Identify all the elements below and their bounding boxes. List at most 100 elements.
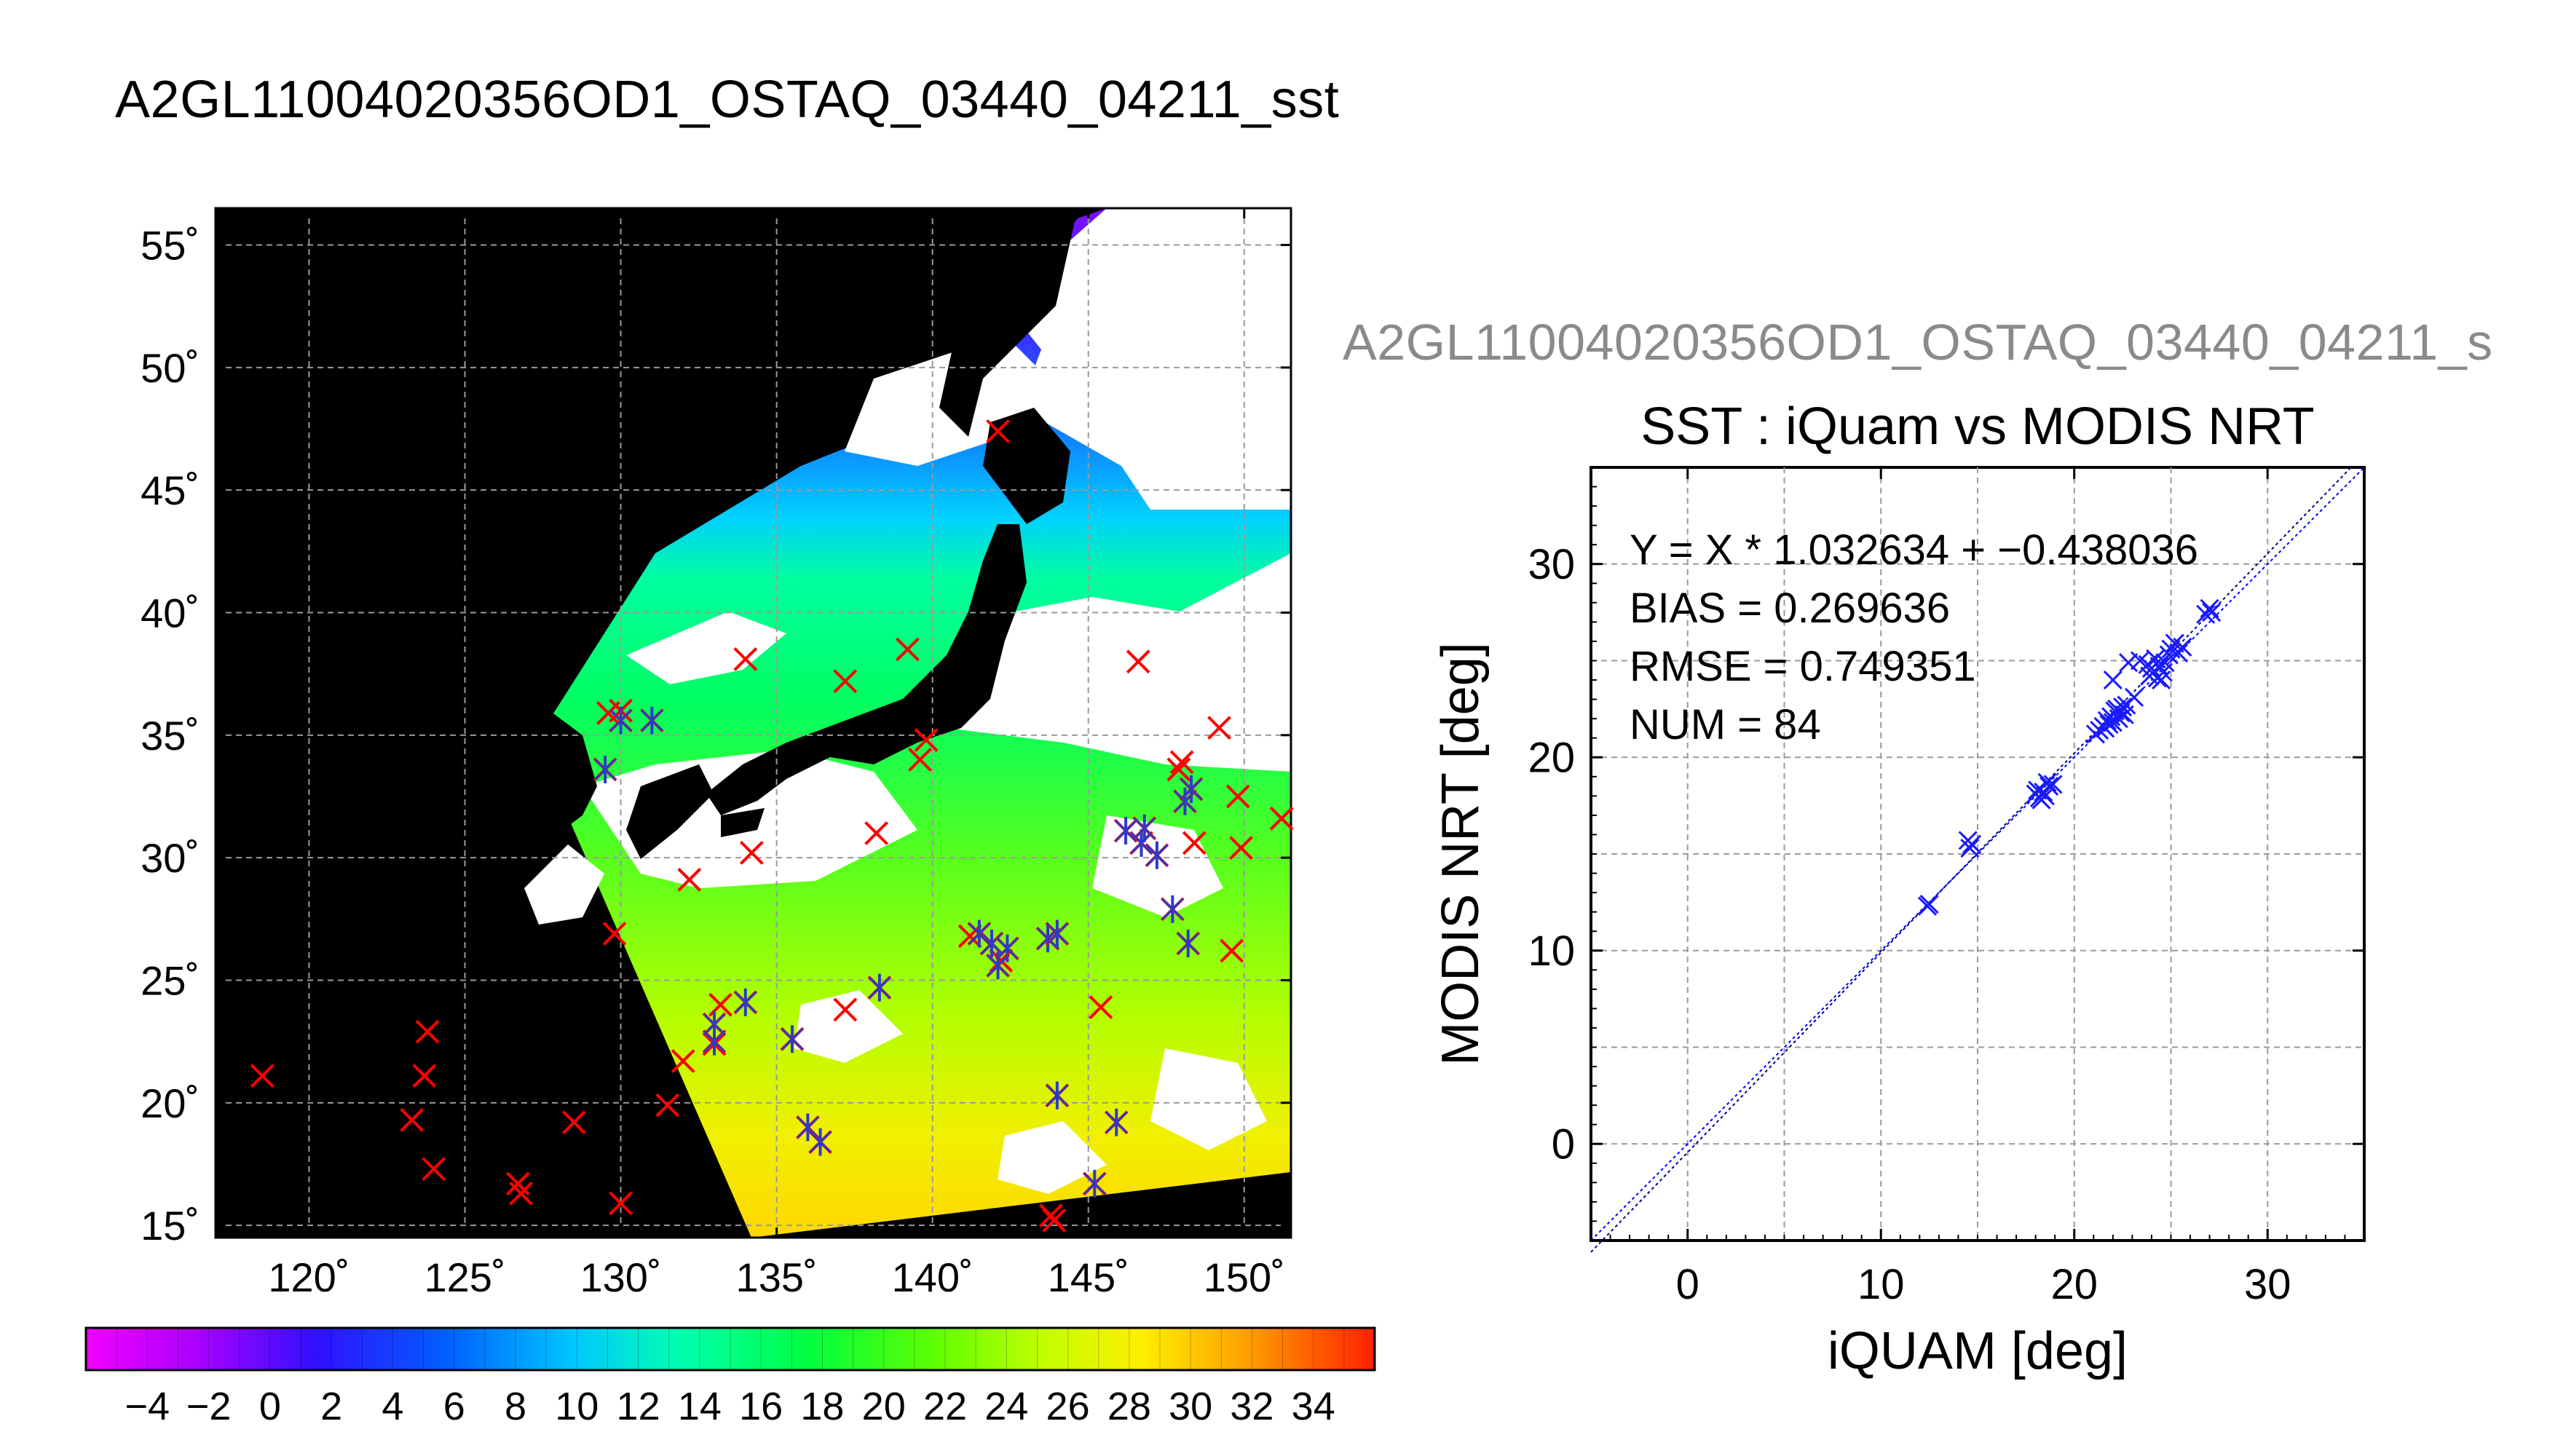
- scatter-annotation: BIAS = 0.269636: [1630, 585, 1950, 632]
- scatter-grid: [1591, 467, 2364, 1241]
- buoy-marker-stroke: [833, 669, 858, 694]
- colorbar-tick-label: 14: [678, 1385, 722, 1428]
- map-y-tick-label: 45˚: [141, 467, 200, 513]
- colorbar-tick-label: 8: [505, 1385, 526, 1428]
- scatter-point-stroke: [2200, 598, 2219, 618]
- colorbar-ramp: [84, 1326, 1376, 1372]
- scatter-annotation: RMSE = 0.749351: [1630, 643, 1976, 690]
- buoy-marker: [1229, 836, 1253, 860]
- scatter-point: [2031, 790, 2051, 810]
- buoy-marker: [412, 1064, 437, 1088]
- matchup-marker: [702, 1027, 727, 1056]
- scatter-y-tick-label: 10: [1528, 927, 1575, 975]
- buoy-marker: [733, 647, 758, 671]
- matchup-marker: [1145, 841, 1169, 869]
- colorbar-tick-label: 22: [923, 1385, 967, 1428]
- map-x-tick-label: 150˚: [1204, 1254, 1285, 1300]
- matchup-marker-stroke: [968, 922, 990, 945]
- scatter-point: [2107, 699, 2127, 719]
- buoy-marker-stroke: [250, 1064, 275, 1088]
- scatter-point-stroke: [2109, 709, 2128, 729]
- buoy-marker: [602, 922, 627, 946]
- buoy-marker: [415, 1019, 440, 1044]
- matchup-marker-stroke: [609, 709, 632, 732]
- buoy-marker-stroke: [609, 1191, 633, 1216]
- buoy-marker-stroke: [1166, 757, 1191, 782]
- matchup-marker: [1173, 787, 1197, 815]
- buoy-marker-stroke: [400, 1107, 424, 1132]
- matchup-marker: [986, 951, 1010, 980]
- scatter-point: [1958, 831, 1978, 850]
- scatter-point-stroke: [2103, 670, 2122, 690]
- matchup-marker-stroke: [1174, 790, 1196, 812]
- buoy-marker: [833, 669, 858, 694]
- scatter-point: [2140, 666, 2160, 686]
- buoy-marker-stroke: [602, 922, 627, 946]
- scatter-point: [2173, 637, 2192, 657]
- buoy-marker: [400, 1107, 424, 1132]
- buoy-marker-stroke: [412, 1064, 437, 1088]
- matchup-marker-stroke: [1161, 898, 1184, 920]
- matchup-marker: [780, 1025, 805, 1053]
- scatter-y-tick-label: 0: [1552, 1120, 1575, 1168]
- matchup-marker: [1160, 895, 1185, 923]
- matchup-marker-stroke: [1105, 1111, 1128, 1133]
- scatter-point-stroke: [2147, 668, 2167, 688]
- scatter-x-tick-label: 0: [1676, 1261, 1699, 1308]
- scatter-point: [1919, 894, 1939, 914]
- matchup-marker-stroke: [641, 709, 663, 732]
- buoy-marker: [1089, 995, 1113, 1019]
- colorbar-tick-label: 10: [555, 1385, 599, 1428]
- buoy-marker: [1182, 831, 1207, 855]
- buoy-marker: [896, 637, 920, 662]
- buoy-marker: [609, 1191, 633, 1216]
- buoy-marker-stroke: [896, 637, 920, 662]
- buoy-marker-stroke: [655, 1093, 680, 1117]
- buoy-marker-stroke: [957, 924, 982, 949]
- matchup-marker: [1176, 930, 1201, 957]
- scatter-point-stroke: [2101, 707, 2121, 727]
- matchup-marker: [867, 973, 892, 1002]
- colorbar-tick-label: 30: [1169, 1385, 1212, 1428]
- matchup-marker: [702, 1010, 727, 1039]
- map-frame: [214, 207, 1292, 1239]
- colorbar: −4 −2 0 2 4 6 8 10 12 14 16 18 20 22 24 26 28 30 32 34: [84, 1326, 1376, 1428]
- scatter-ticks: 0 10 20 30 0 10 20 30: [1528, 467, 2365, 1308]
- buoy-marker: [1269, 806, 1294, 831]
- buoy-marker-stroke: [1089, 995, 1113, 1019]
- scatter-point-stroke: [2173, 637, 2192, 657]
- identity-line: [1590, 467, 2365, 1241]
- matchup-marker-stroke: [1177, 932, 1199, 955]
- colorbar-tick-label: 24: [984, 1385, 1028, 1428]
- scatter-y-axis-label: MODIS NRT [deg]: [1431, 642, 1490, 1066]
- matchup-marker: [639, 706, 664, 735]
- scatter-regression-lines: [1590, 467, 2365, 1253]
- scatter-point-stroke: [2031, 790, 2051, 810]
- buoy-marker: [1126, 649, 1150, 674]
- scatter-point-stroke: [2140, 666, 2160, 686]
- scatter-point-stroke: [2130, 651, 2150, 670]
- map-x-tick-label: 130˚: [580, 1254, 662, 1300]
- map-latitude-ticks: 15˚ 20˚ 25˚ 30˚ 35˚ 40˚ 45˚ 50˚ 55˚: [141, 223, 1291, 1249]
- scatter-point: [2096, 719, 2115, 738]
- matchup-marker: [733, 988, 758, 1016]
- colorbar-tick-label: 20: [862, 1385, 906, 1428]
- colorbar-tick-label: −4: [125, 1385, 170, 1428]
- matchup-marker: [979, 930, 1004, 957]
- scatter-point: [1960, 838, 1980, 858]
- map-y-tick-label: 55˚: [141, 223, 200, 269]
- map-y-tick-label: 35˚: [141, 713, 200, 759]
- map-x-tick-label: 125˚: [424, 1254, 505, 1300]
- matchup-marker: [1104, 1108, 1129, 1136]
- matchup-marker-stroke: [1083, 1172, 1106, 1195]
- matchup-marker-stroke: [1046, 922, 1068, 945]
- colorbar-tick-label: 2: [320, 1385, 342, 1428]
- scatter-point-stroke: [2165, 633, 2184, 653]
- matchup-marker: [1045, 1081, 1070, 1109]
- buoy-marker-stroke: [509, 1181, 533, 1206]
- buoy-marker: [986, 419, 1010, 443]
- scatter-point-stroke: [1960, 838, 1980, 858]
- buoy-marker: [677, 868, 702, 892]
- matchup-marker: [967, 919, 992, 948]
- buoy-marker-stroke: [733, 647, 758, 671]
